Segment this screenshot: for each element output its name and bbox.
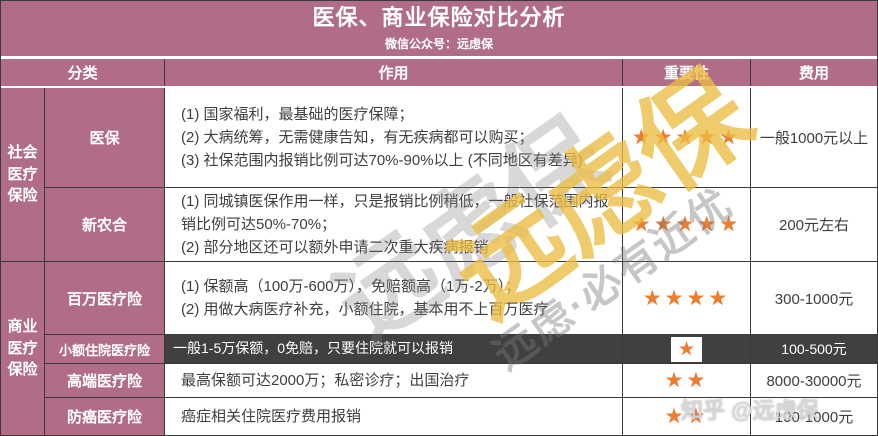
page-title: 医保、商业保险对比分析 [312,4,566,30]
group-cell-social-insurance: 社会 医疗 保险 [1,88,45,262]
group-cell-commercial-insurance: 商业 医疗 保险 [1,262,45,435]
cost-cell-highlighted: 100-500元 [751,335,877,364]
cost-cell: 200元左右 [751,188,877,262]
cost-cell: 一般1000元以上 [751,88,877,188]
column-header-cost: 费用 [798,65,829,82]
star-rating-icon: ★★ [664,369,709,392]
column-header-importance: 重要性 [623,59,751,86]
importance-cell: ★★ [623,364,751,398]
row-label-baiwan: 百万医疗险 [45,262,165,335]
row-label-xiaoe: 小额住院医疗险 [45,335,165,364]
cost-cell: 300-1000元 [751,262,877,335]
function-cell: (1) 国家福利，最基础的医疗保障； (2) 大病统筹，无需健康告知，有无疾病都… [165,88,623,188]
importance-cell: ★★★★★ [623,88,751,188]
importance-cell: ★★★★ [623,262,751,335]
subtitle-wechat-account: 微信公众号：远虑保 [384,37,493,52]
row-label-fangai: 防癌医疗险 [45,398,165,435]
star-rating-icon: ★★★★★ [631,126,742,149]
importance-cell-highlighted: ★ [623,335,751,364]
row-label-gaoduan: 高端医疗险 [45,364,165,398]
function-cell: 癌症相关住院医疗费用报销 [165,398,623,435]
importance-cell: ★★ [623,398,751,435]
row-label-xinnonghe: 新农合 [45,188,165,262]
star-rating-icon: ★★★★★ [631,213,742,236]
title-bar: 医保、商业保险对比分析 微信公众号：远虑保 [1,1,877,59]
table-body: 社会 医疗 保险 商业 医疗 保险 医保 (1) 国家福利，最基础的医疗保障； … [1,88,877,435]
star-chip: ★ [670,336,703,362]
cost-cell: 100-1000元 [751,398,877,435]
importance-cell: ★★★★★ [623,188,751,262]
star-rating-icon: ★ [677,338,696,360]
function-cell-highlighted: 一般1-5万保额，0免赔，只要住院就可以报销 [165,335,623,364]
column-header-category: 分类 [1,59,165,86]
column-header-function: 作用 [165,59,623,86]
table-header-row: 分类 作用 重要性 费用 [1,59,877,88]
star-rating-icon: ★★★★ [642,286,731,310]
star-rating-icon: ★★ [664,405,709,428]
row-label-yibao: 医保 [45,88,165,188]
function-cell: (1) 保额高（100万-600万），免赔额高（1万-2万）； (2) 用做大病… [165,262,623,335]
function-cell: (1) 同城镇医保作用一样，只是报销比例稍低，一般社保范围内报销比例可达50%-… [165,188,623,262]
cost-cell: 8000-30000元 [751,364,877,398]
function-cell: 最高保额可达2000万；私密诊疗；出国治疗 [165,364,623,398]
